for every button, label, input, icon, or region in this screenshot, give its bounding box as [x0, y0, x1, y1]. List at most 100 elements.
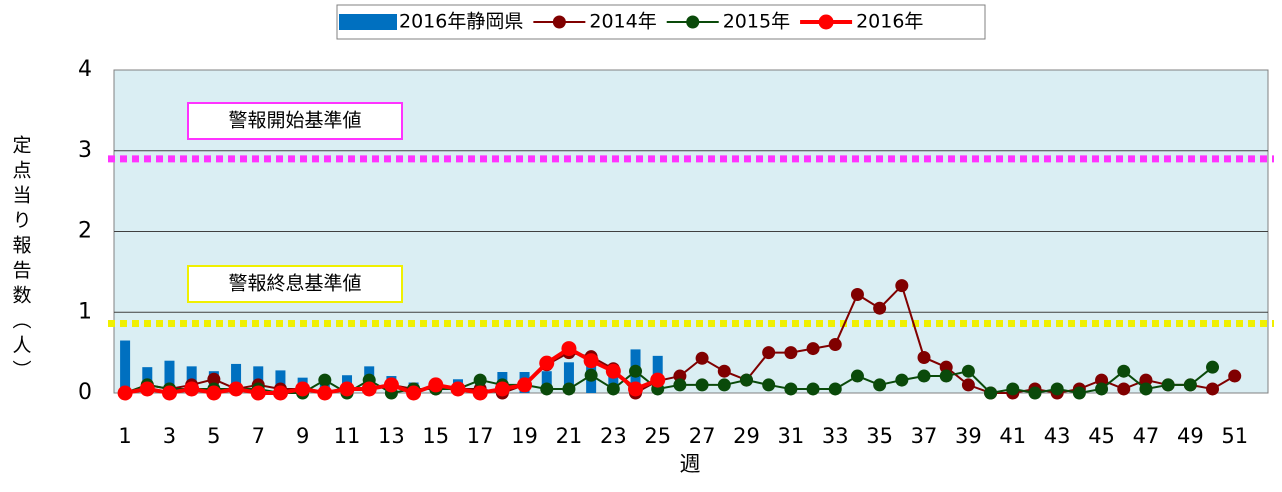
x-tick-label: 43 [1044, 424, 1071, 448]
marker [717, 364, 731, 378]
marker [762, 346, 776, 360]
marker [1072, 386, 1086, 400]
marker [383, 377, 399, 393]
marker [961, 364, 975, 378]
x-tick-label: 5 [207, 424, 220, 448]
y-tick-label: 0 [78, 380, 92, 405]
marker [828, 382, 842, 396]
marker [673, 378, 687, 392]
marker [406, 385, 422, 401]
x-tick-label: 23 [600, 424, 627, 448]
x-tick-label: 25 [644, 424, 671, 448]
marker [161, 385, 177, 401]
marker [494, 381, 510, 397]
marker [562, 382, 576, 396]
bar [164, 360, 175, 393]
marker [1206, 360, 1220, 374]
marker [317, 385, 333, 401]
marker [539, 355, 555, 371]
bar [541, 371, 552, 393]
marker [450, 381, 466, 397]
x-tick-label: 15 [422, 424, 449, 448]
marker [895, 279, 909, 293]
x-tick-label: 49 [1177, 424, 1204, 448]
marker [1139, 373, 1153, 387]
marker [339, 381, 355, 397]
marker [806, 342, 820, 356]
legend-swatch [339, 14, 397, 30]
marker [1117, 364, 1131, 378]
marker [917, 350, 931, 364]
marker [184, 381, 200, 397]
marker [1095, 373, 1109, 387]
marker [895, 373, 909, 387]
marker [917, 369, 931, 383]
bar [120, 340, 131, 393]
x-tick-label: 41 [999, 424, 1026, 448]
marker [695, 378, 709, 392]
x-axis-label: 週 [680, 452, 701, 476]
y-tick-label: 4 [78, 57, 92, 82]
marker [1206, 382, 1220, 396]
marker [873, 378, 887, 392]
marker [206, 385, 222, 401]
x-tick-label: 45 [1088, 424, 1115, 448]
legend-label: 2014年 [589, 11, 656, 33]
marker [850, 369, 864, 383]
bar [231, 363, 242, 393]
bar [275, 370, 286, 393]
legend-label: 2016年静岡県 [399, 11, 523, 33]
marker [540, 382, 554, 396]
x-tick-label: 9 [296, 424, 309, 448]
marker [673, 369, 687, 383]
legend-label: 2016年 [856, 11, 923, 33]
marker [139, 381, 155, 397]
marker [873, 301, 887, 315]
marker [250, 385, 266, 401]
annotation-label: 警報終息基準値 [228, 273, 361, 295]
marker [361, 381, 377, 397]
marker [295, 381, 311, 397]
legend-label: 2015年 [723, 11, 790, 33]
x-tick-label: 37 [911, 424, 938, 448]
marker [517, 377, 533, 393]
marker [1139, 382, 1153, 396]
marker [1006, 382, 1020, 396]
x-tick-label: 7 [252, 424, 265, 448]
marker [629, 364, 643, 378]
marker [272, 385, 288, 401]
marker [650, 372, 666, 388]
x-tick-label: 47 [1133, 424, 1160, 448]
annotation-label: 警報開始基準値 [228, 110, 361, 132]
marker [1183, 378, 1197, 392]
legend-swatch [552, 15, 566, 29]
y-tick-label: 1 [78, 299, 92, 324]
marker [117, 385, 133, 401]
bar [608, 371, 619, 393]
x-tick-label: 11 [334, 424, 361, 448]
x-tick-label: 17 [467, 424, 494, 448]
bar [563, 362, 574, 393]
marker [318, 373, 332, 387]
marker [717, 378, 731, 392]
marker [961, 378, 975, 392]
marker [1028, 386, 1042, 400]
annotation-box [187, 102, 403, 140]
y-tick-label: 2 [78, 219, 92, 244]
x-tick-label: 3 [163, 424, 176, 448]
legend-swatch [686, 15, 700, 29]
marker [228, 381, 244, 397]
marker [1117, 382, 1131, 396]
x-tick-label: 29 [733, 424, 760, 448]
legend-box [336, 4, 986, 40]
marker [628, 381, 644, 397]
annotation-box [187, 265, 403, 303]
marker [561, 341, 577, 357]
marker [939, 360, 953, 374]
marker [606, 382, 620, 396]
x-tick-label: 33 [822, 424, 849, 448]
marker [428, 377, 444, 393]
marker [1228, 369, 1242, 383]
marker [605, 363, 621, 379]
